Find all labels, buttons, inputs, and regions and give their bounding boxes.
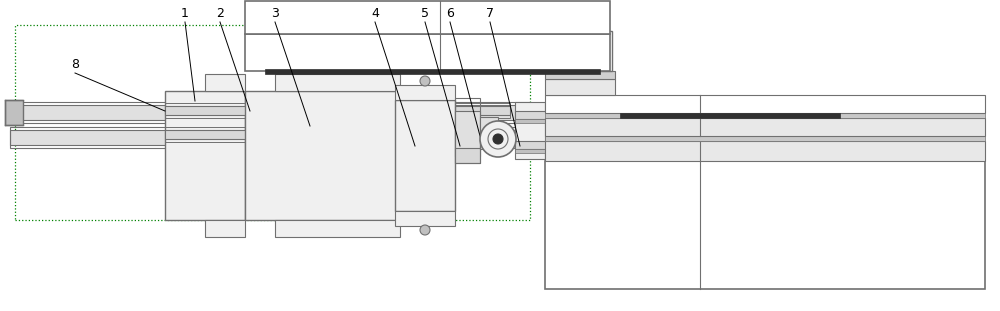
Bar (205, 74, 245, 91)
Bar (165, 103, 510, 118)
Bar (545, 95, 985, 113)
Bar (165, 91, 245, 220)
Bar (395, 100, 455, 211)
Bar (455, 111, 480, 156)
Bar (515, 149, 575, 153)
Bar (165, 127, 510, 142)
Bar (245, 1, 610, 34)
Bar (545, 118, 985, 136)
Bar (545, 113, 985, 118)
Bar (545, 161, 985, 289)
Bar (10, 127, 530, 148)
Bar (515, 141, 575, 149)
Text: 8: 8 (71, 58, 79, 71)
Bar (545, 79, 615, 95)
Text: 4: 4 (371, 7, 379, 20)
Bar (10, 130, 530, 145)
Bar (480, 135, 498, 149)
Text: 3: 3 (271, 7, 279, 20)
Bar (545, 71, 615, 79)
Bar (265, 69, 600, 74)
Bar (5, 100, 23, 125)
Bar (15, 25, 530, 220)
Bar (480, 117, 498, 131)
Circle shape (493, 134, 503, 144)
Bar (245, 91, 400, 220)
Text: 1: 1 (181, 7, 189, 20)
Bar (165, 106, 510, 115)
Circle shape (420, 225, 430, 235)
Text: 6: 6 (446, 7, 454, 20)
Bar (205, 220, 245, 237)
Bar (515, 102, 545, 159)
Bar (515, 119, 575, 123)
Bar (245, 34, 610, 71)
Circle shape (480, 121, 516, 157)
Bar (545, 136, 985, 141)
Bar (455, 148, 480, 163)
Circle shape (488, 129, 508, 149)
Bar (395, 85, 455, 100)
Bar (545, 141, 985, 161)
Circle shape (420, 76, 430, 86)
Bar (10, 102, 530, 123)
Bar (275, 220, 400, 237)
Bar (620, 113, 840, 118)
Bar (165, 130, 510, 139)
Bar (10, 105, 530, 120)
Text: 7: 7 (486, 7, 494, 20)
Bar (395, 211, 455, 226)
Bar (275, 74, 400, 91)
Text: 2: 2 (216, 7, 224, 20)
Text: 5: 5 (421, 7, 429, 20)
Bar (455, 98, 480, 163)
Bar (548, 31, 612, 71)
Bar (515, 111, 575, 119)
